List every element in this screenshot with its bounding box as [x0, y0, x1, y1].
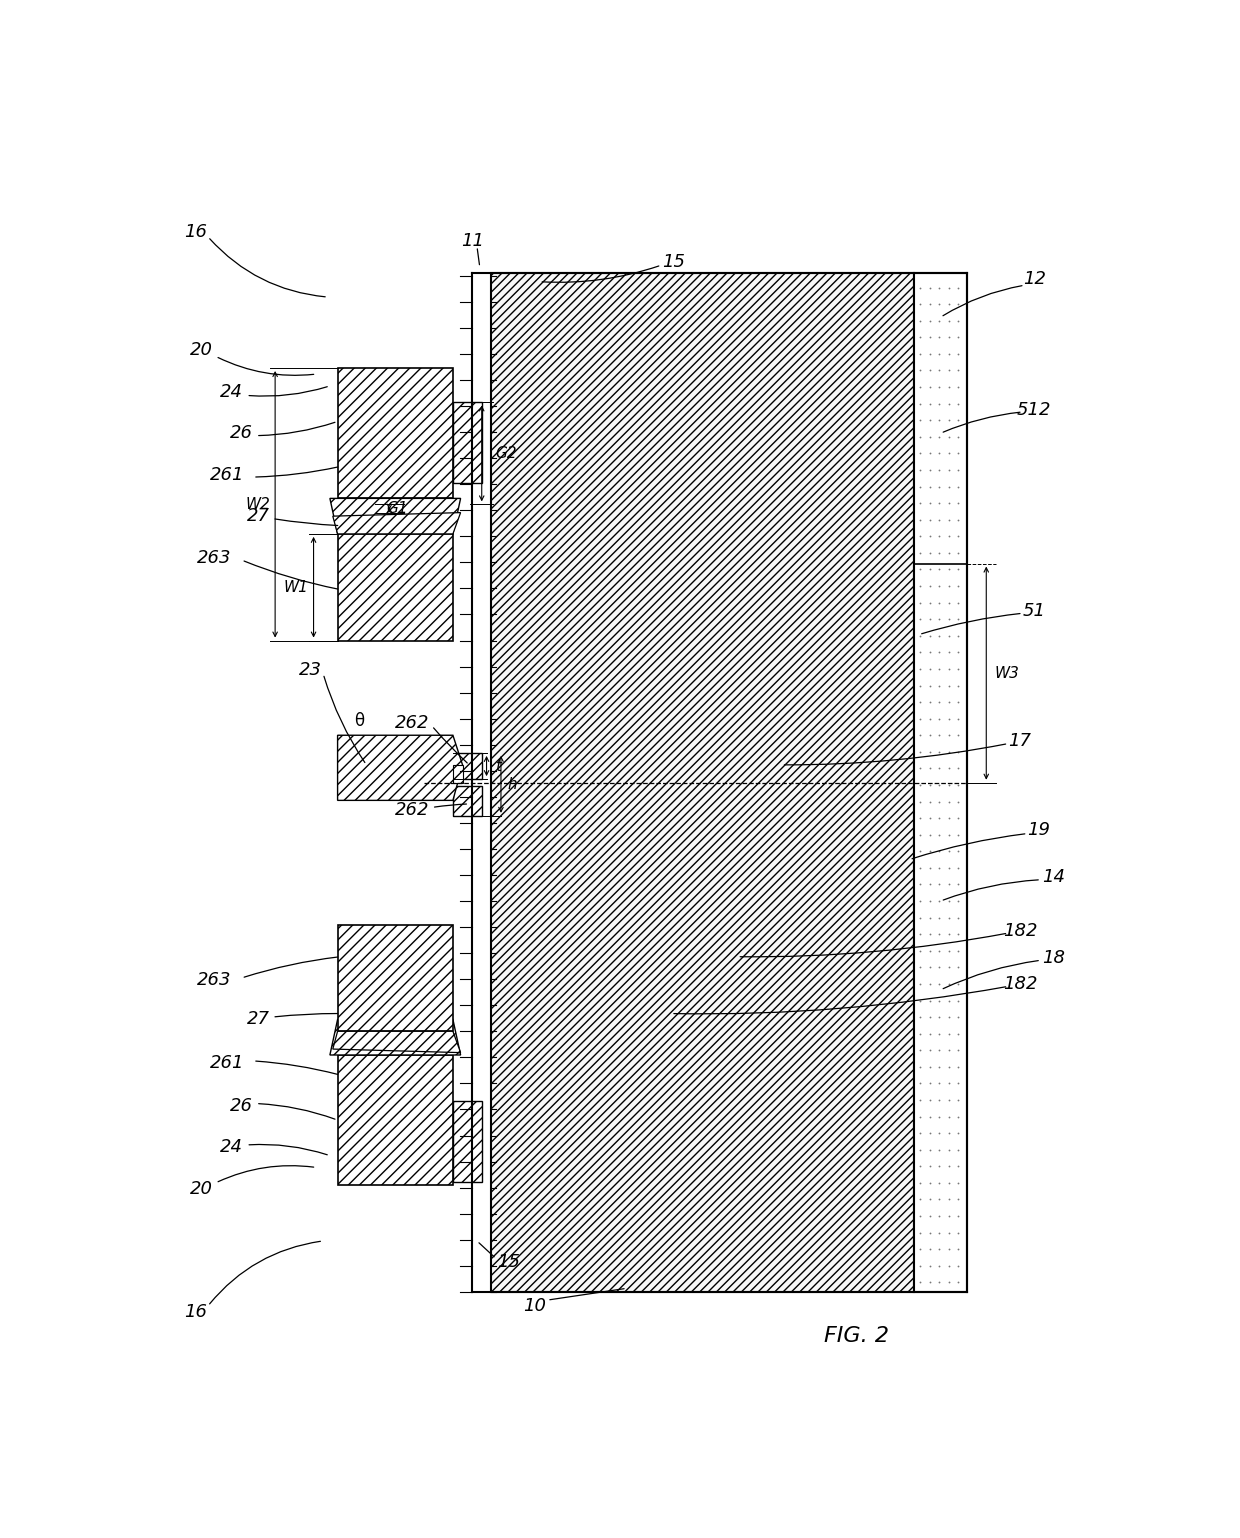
Bar: [337, 368, 453, 498]
Bar: [337, 534, 453, 640]
Text: 10: 10: [523, 1297, 546, 1315]
Text: W3: W3: [994, 666, 1019, 681]
Text: 263: 263: [197, 972, 232, 989]
Text: 51: 51: [1023, 601, 1045, 620]
Text: 27: 27: [247, 508, 270, 524]
Text: 182: 182: [1003, 921, 1037, 940]
Text: 16: 16: [184, 1303, 207, 1321]
Text: 20: 20: [190, 1180, 212, 1198]
Text: 16: 16: [184, 223, 207, 241]
Text: FIG. 2: FIG. 2: [825, 1326, 889, 1346]
Text: 19: 19: [1028, 821, 1050, 840]
Text: 24: 24: [221, 1138, 243, 1157]
Text: 26: 26: [229, 424, 253, 443]
Bar: [453, 786, 482, 815]
Bar: [491, 274, 914, 1292]
Polygon shape: [337, 735, 463, 800]
Bar: [337, 924, 453, 1032]
Text: h: h: [507, 777, 517, 792]
Polygon shape: [330, 1020, 460, 1055]
Text: 23: 23: [299, 661, 322, 680]
Text: 262: 262: [396, 714, 430, 732]
Text: 512: 512: [1017, 400, 1052, 418]
Text: W1: W1: [284, 580, 309, 595]
Bar: [453, 754, 482, 780]
Polygon shape: [332, 1032, 460, 1052]
Bar: [914, 274, 967, 1292]
Text: 17: 17: [1008, 732, 1032, 751]
Text: G2: G2: [495, 446, 517, 461]
Text: W2: W2: [246, 497, 270, 512]
Text: t: t: [495, 758, 501, 774]
Text: 20: 20: [190, 341, 212, 360]
Text: θ: θ: [353, 712, 363, 731]
Text: 261: 261: [210, 1054, 244, 1072]
Bar: [453, 1101, 482, 1181]
Text: 261: 261: [210, 466, 244, 484]
Text: 182: 182: [1003, 975, 1037, 994]
Polygon shape: [453, 764, 463, 783]
Text: 11: 11: [460, 232, 484, 251]
Text: 262: 262: [396, 801, 430, 818]
Text: 27: 27: [247, 1010, 270, 1029]
Text: 26: 26: [229, 1097, 253, 1115]
Text: 14: 14: [1042, 869, 1065, 886]
Text: G1: G1: [387, 501, 408, 515]
Text: 12: 12: [1023, 271, 1045, 288]
Bar: [453, 403, 482, 483]
Text: 263: 263: [197, 549, 232, 566]
Text: 15: 15: [662, 252, 686, 271]
Polygon shape: [332, 512, 460, 534]
Text: 15: 15: [497, 1253, 520, 1272]
Bar: [337, 1055, 453, 1186]
Polygon shape: [330, 498, 460, 534]
Text: 24: 24: [221, 383, 243, 401]
Text: 18: 18: [1042, 949, 1065, 967]
